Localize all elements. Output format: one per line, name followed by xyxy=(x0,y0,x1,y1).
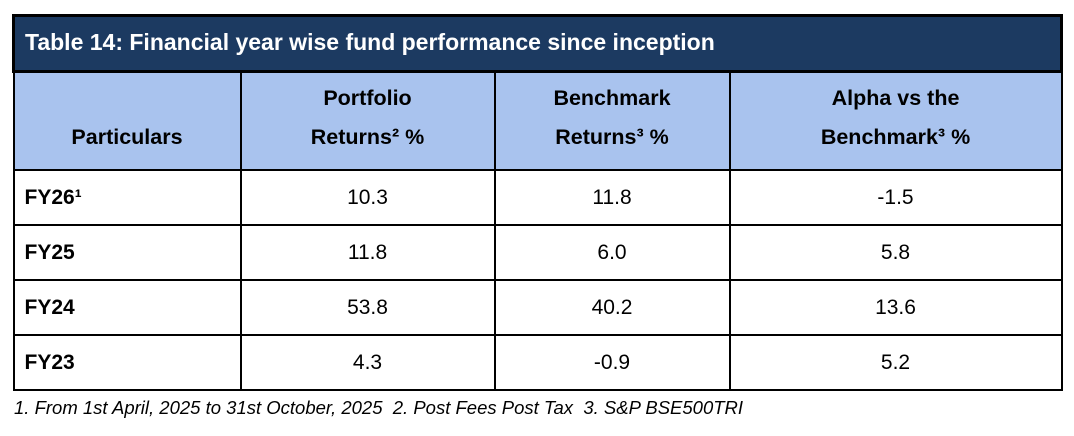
column-header-line: Portfolio xyxy=(323,86,412,110)
column-header-row: Particulars Portfolio Returns² % Benchma… xyxy=(12,70,1063,172)
column-header-line: Returns³ % xyxy=(555,125,669,150)
table-row-fy23: FY23 4.3 -0.9 5.2 xyxy=(12,334,1063,392)
benchmark-returns-value: -0.9 xyxy=(493,334,731,392)
portfolio-returns-value: 4.3 xyxy=(239,334,496,392)
column-header-portfolio-returns: Portfolio Returns² % xyxy=(239,70,496,172)
column-header-benchmark-returns: Benchmark Returns³ % xyxy=(493,70,731,172)
column-header-line: Returns² % xyxy=(310,125,425,150)
table-title-row: Table 14: Financial year wise fund perfo… xyxy=(11,14,1064,73)
benchmark-returns-value: 40.2 xyxy=(493,279,731,337)
row-label: FY25 xyxy=(12,224,242,282)
column-header-line: Particulars xyxy=(71,125,183,150)
portfolio-returns-value: 10.3 xyxy=(239,169,496,227)
table-title: Table 14: Financial year wise fund perfo… xyxy=(11,14,1064,73)
alpha-value: 5.2 xyxy=(728,334,1063,392)
table-row-fy25: FY25 11.8 6.0 5.8 xyxy=(12,224,1063,282)
column-header-line: Alpha vs the xyxy=(831,86,960,110)
portfolio-returns-value: 11.8 xyxy=(239,224,496,282)
alpha-value: 13.6 xyxy=(728,279,1063,337)
table-row-fy26: FY26¹ 10.3 11.8 -1.5 xyxy=(12,169,1063,227)
benchmark-returns-value: 11.8 xyxy=(493,169,731,227)
column-header-particulars: Particulars xyxy=(12,70,242,172)
row-label: FY23 xyxy=(12,334,242,392)
column-header-line: Benchmark³ % xyxy=(820,125,971,150)
column-header-alpha: Alpha vs the Benchmark³ % xyxy=(728,70,1063,172)
table-row-fy24: FY24 53.8 40.2 13.6 xyxy=(12,279,1063,337)
benchmark-returns-value: 6.0 xyxy=(493,224,731,282)
alpha-value: -1.5 xyxy=(728,169,1063,227)
row-label: FY26¹ xyxy=(12,169,242,227)
fund-performance-table: Table 14: Financial year wise fund perfo… xyxy=(11,14,1064,392)
footnotes: 1. From 1st April, 2025 to 31st October,… xyxy=(14,397,744,419)
column-header-line: Benchmark xyxy=(553,86,671,110)
fund-performance-section: Table 14: Financial year wise fund perfo… xyxy=(11,14,1064,419)
portfolio-returns-value: 53.8 xyxy=(239,279,496,337)
row-label: FY24 xyxy=(12,279,242,337)
alpha-value: 5.8 xyxy=(728,224,1063,282)
